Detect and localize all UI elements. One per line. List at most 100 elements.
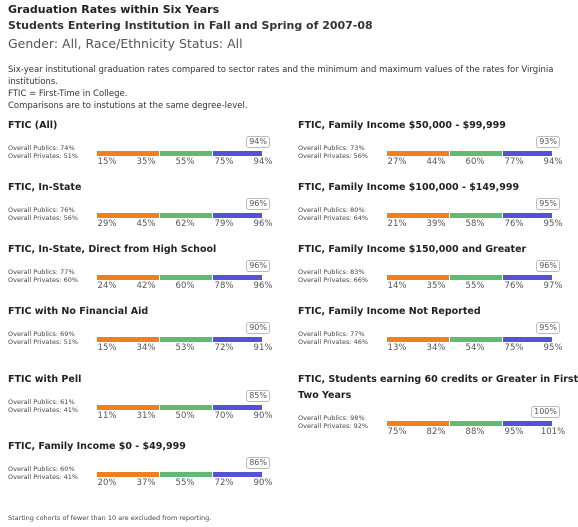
callout: 85% <box>246 390 270 402</box>
panel: FTIC with No Financial Aid Overall Public… <box>8 304 290 354</box>
publics-rate: Overall Publics: 60% <box>8 465 75 473</box>
scale-label: 15% <box>97 157 117 167</box>
callout: 96% <box>246 198 270 210</box>
scale-label: 88% <box>465 427 485 437</box>
scale-label: 95% <box>504 427 524 437</box>
scale-label: 72% <box>214 478 234 488</box>
subtitle: Students Entering Institution in Fall an… <box>8 19 373 32</box>
publics-rate: Overall Publics: 77% <box>298 330 365 338</box>
publics-rate: Overall Publics: 74% <box>8 144 75 152</box>
scale-label: 60% <box>175 281 195 291</box>
panel: FTIC, Family Income $50,000 - $99,999 Ove… <box>298 118 578 168</box>
scale-label: 75% <box>387 427 407 437</box>
scale-label: 82% <box>426 427 446 437</box>
scale-label: 76% <box>504 281 524 291</box>
publics-rate: Overall Publics: 61% <box>8 398 75 406</box>
range-bar <box>450 337 503 342</box>
scale-label: 58% <box>465 219 485 229</box>
panel-title: FTIC, Family Income $100,000 - $149,999 <box>298 182 520 193</box>
callout: 90% <box>246 322 270 334</box>
privates-rate: Overall Privates: 51% <box>8 338 79 346</box>
scale-label: 97% <box>543 281 563 291</box>
panel-title: FTIC, Family Income Not Reported <box>298 306 481 317</box>
range-bar <box>213 337 262 342</box>
scale-label: 14% <box>387 281 407 291</box>
scale-label: 94% <box>253 157 273 167</box>
range-bar <box>387 213 450 218</box>
scale-label: 90% <box>253 411 273 421</box>
scale-label: 21% <box>387 219 407 229</box>
panel: FTIC, In-State Overall Publics: 76% Overal… <box>8 180 290 230</box>
privates-rate: Overall Privates: 64% <box>298 214 369 222</box>
range-bar <box>387 151 450 156</box>
scale-label: 34% <box>136 343 156 353</box>
panel: FTIC, Family Income $0 - $49,999 Overall … <box>8 439 290 489</box>
footer: Starting cohorts of fewer than 10 are ex… <box>8 514 212 522</box>
range-bar <box>97 213 160 218</box>
callout: 95% <box>536 322 560 334</box>
range-bar <box>160 275 213 280</box>
scale-label: 101% <box>540 427 566 437</box>
panel: FTIC, Family Income Not Reported Overall … <box>298 304 578 354</box>
panel-body: Overall Publics: 69% Overall Privates: 51… <box>8 320 290 354</box>
callout: 86% <box>246 457 270 469</box>
scale-label: 45% <box>136 219 156 229</box>
scale-label: 37% <box>136 478 156 488</box>
description-line: FTIC = First-Time in College. <box>8 89 128 99</box>
range-bar <box>213 213 262 218</box>
callout: 94% <box>246 136 270 148</box>
publics-rate: Overall Publics: 69% <box>8 330 75 338</box>
panel-title: FTIC, Family Income $150,000 and Greater <box>298 244 527 255</box>
scale-label: 50% <box>175 411 195 421</box>
scale-label: 34% <box>426 343 446 353</box>
range-bar <box>503 275 552 280</box>
description-line: Comparisons are to instutions at the sam… <box>8 101 248 111</box>
panel-title: FTIC with No Financial Aid <box>8 306 149 317</box>
scale-label: 96% <box>253 219 273 229</box>
range-bar <box>213 275 262 280</box>
scale-label: 75% <box>214 157 234 167</box>
scale-label: 20% <box>97 478 117 488</box>
panel-body: Overall Publics: 73% Overall Privates: 56… <box>298 134 578 168</box>
publics-rate: Overall Publics: 98% <box>298 414 365 422</box>
publics-rate: Overall Publics: 73% <box>298 144 365 152</box>
range-bar <box>97 337 160 342</box>
privates-rate: Overall Privates: 41% <box>8 406 79 414</box>
filters: Gender: All, Race/Ethnicity Status: All <box>8 36 243 51</box>
privates-rate: Overall Privates: 92% <box>298 422 369 430</box>
publics-rate: Overall Publics: 77% <box>8 268 75 276</box>
scale-label: 11% <box>97 411 117 421</box>
range-bar <box>213 405 262 410</box>
callout: 93% <box>536 136 560 148</box>
range-bar <box>160 405 213 410</box>
scale-label: 79% <box>214 219 234 229</box>
scale-label: 91% <box>253 343 273 353</box>
panel: FTIC, Family Income $150,000 and Greater… <box>298 242 578 292</box>
scale-label: 96% <box>253 281 273 291</box>
range-bar <box>450 421 503 426</box>
scale-label: 95% <box>543 343 563 353</box>
range-bar <box>387 337 450 342</box>
privates-rate: Overall Privates: 66% <box>298 276 369 284</box>
panel: FTIC (All) Overall Publics: 74% Overall Pr… <box>8 118 290 168</box>
range-bar <box>160 472 213 477</box>
range-bar <box>450 275 503 280</box>
description: Six-year institutional graduation rates … <box>8 64 573 112</box>
range-bar <box>450 151 503 156</box>
scale-label: 31% <box>136 411 156 421</box>
callout: 96% <box>246 260 270 272</box>
range-bar <box>97 405 160 410</box>
privates-rate: Overall Privates: 51% <box>8 152 79 160</box>
scale-label: 55% <box>175 478 195 488</box>
range-bar <box>97 151 160 156</box>
scale-label: 78% <box>214 281 234 291</box>
range-bar <box>160 213 213 218</box>
scale-label: 77% <box>504 157 524 167</box>
scale-label: 95% <box>543 219 563 229</box>
panel: FTIC, Family Income $100,000 - $149,999 O… <box>298 180 578 230</box>
panel-body: Overall Publics: 74% Overall Privates: 51… <box>8 134 290 168</box>
panel-title: FTIC, Students earning 60 credits or Gre… <box>298 374 578 401</box>
range-bar <box>387 421 450 426</box>
scale-label: 62% <box>175 219 195 229</box>
scale-label: 35% <box>426 281 446 291</box>
